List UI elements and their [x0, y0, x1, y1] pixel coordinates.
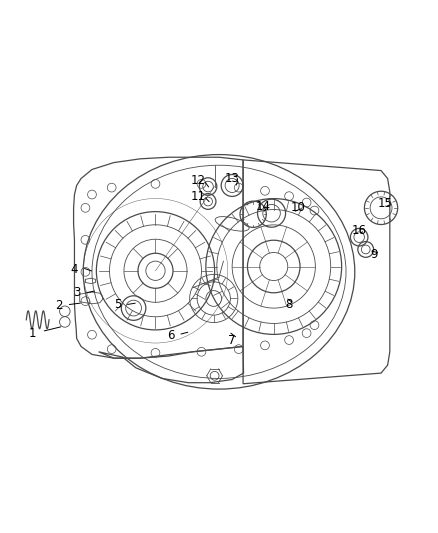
Text: 1: 1: [28, 327, 36, 340]
Text: 8: 8: [286, 298, 293, 311]
Text: 9: 9: [371, 248, 378, 261]
Text: 6: 6: [167, 329, 175, 342]
Text: 5: 5: [114, 298, 121, 311]
Text: 11: 11: [191, 190, 205, 203]
Text: 15: 15: [378, 197, 393, 210]
Text: 14: 14: [255, 200, 270, 213]
Text: 16: 16: [352, 224, 367, 237]
Text: 2: 2: [55, 299, 63, 312]
Text: 4: 4: [71, 263, 78, 276]
Text: 3: 3: [73, 286, 80, 298]
Text: 13: 13: [225, 172, 240, 185]
Text: 7: 7: [227, 334, 235, 346]
Text: 10: 10: [290, 201, 305, 214]
Text: 12: 12: [191, 174, 205, 187]
